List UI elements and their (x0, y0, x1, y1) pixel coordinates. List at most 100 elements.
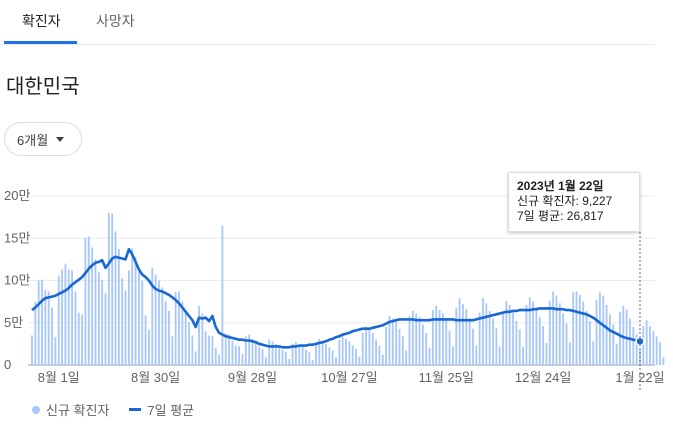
bar (415, 313, 418, 365)
bar (385, 326, 388, 365)
bar (418, 316, 421, 365)
bar (41, 279, 43, 365)
bar (355, 348, 357, 365)
bar (492, 318, 494, 365)
bar (448, 330, 451, 365)
bar (398, 328, 401, 365)
bar (388, 315, 391, 365)
bar (137, 272, 140, 365)
bar (291, 343, 294, 365)
bar (228, 334, 231, 365)
bar (168, 310, 170, 365)
bar (144, 315, 147, 365)
chart-legend: 신규 확진자 7일 평균 (32, 400, 194, 419)
chart-tooltip: 2023년 1월 22일 신규 확진자: 9,227 7일 평균: 26,817 (508, 172, 640, 232)
bar (194, 351, 197, 365)
bar (117, 249, 120, 365)
bar (595, 299, 598, 365)
bar (294, 342, 297, 365)
bar (425, 332, 428, 365)
x-tick-label: 8월 30일 (131, 370, 180, 385)
bar (248, 334, 251, 365)
bar (271, 341, 274, 365)
bar (254, 342, 257, 365)
bar (435, 305, 438, 365)
bar (321, 342, 324, 365)
bar (505, 300, 508, 365)
bar (345, 338, 347, 365)
bar (378, 345, 381, 365)
bar (472, 328, 474, 365)
bar (558, 303, 561, 365)
bar (244, 336, 247, 365)
bar (328, 347, 331, 365)
bar (588, 321, 591, 365)
bar (315, 343, 317, 365)
bar (61, 269, 63, 365)
axis-layer: 0 5만 10만 15만 20만 8월 1일 8월 30일 9월 28일 10월 27일 11월 … (4, 188, 665, 390)
bar (348, 341, 351, 365)
bar (649, 326, 651, 365)
chevron-down-icon (56, 137, 65, 142)
bar (171, 336, 174, 365)
bar (298, 344, 301, 365)
bar (57, 275, 60, 365)
bar (211, 336, 214, 365)
range-dropdown-value: 6개월 (17, 132, 49, 148)
bar (154, 274, 157, 365)
bar (141, 280, 144, 365)
bar (548, 300, 551, 365)
bar (47, 291, 50, 365)
bar (198, 305, 200, 365)
bar (652, 331, 655, 365)
bar (622, 305, 625, 365)
bar (71, 270, 74, 365)
bar (218, 354, 220, 365)
bar (629, 318, 631, 365)
bar (401, 336, 404, 365)
bar (164, 301, 167, 365)
bar (655, 336, 658, 365)
bar (107, 212, 110, 365)
bar (174, 292, 177, 365)
bar (475, 345, 478, 365)
bar (445, 321, 448, 365)
bar (512, 312, 514, 365)
bar (495, 327, 498, 365)
bar (124, 290, 127, 365)
bar (452, 346, 454, 365)
bar (538, 316, 541, 365)
bar (421, 324, 424, 365)
bar (545, 343, 548, 365)
bar (428, 348, 431, 365)
y-tick-label: 10만 (4, 273, 30, 288)
tab-deaths[interactable]: 사망자 (96, 13, 135, 29)
bar (438, 310, 441, 365)
bar (371, 332, 374, 365)
bar (238, 346, 241, 365)
bar (281, 349, 284, 365)
bar (411, 310, 414, 365)
bar (184, 310, 187, 365)
bar (127, 270, 130, 365)
bar (64, 263, 67, 365)
bar (381, 354, 384, 365)
bar (84, 238, 87, 365)
bar (51, 307, 53, 365)
bar (605, 305, 608, 365)
x-tick-label: 9월 28일 (228, 370, 277, 385)
bar (408, 315, 411, 365)
bar (562, 313, 565, 365)
bar (535, 308, 538, 365)
bar (368, 329, 371, 365)
range-dropdown[interactable]: 6개월 (4, 122, 82, 156)
tab-cases[interactable]: 확진자 (22, 13, 61, 29)
bar (361, 332, 364, 365)
bar (268, 339, 271, 365)
x-tick-label: 12월 24일 (515, 370, 571, 385)
bar (318, 338, 321, 365)
bar (241, 354, 244, 365)
bar (532, 301, 535, 365)
bar (311, 359, 314, 365)
bar (351, 345, 354, 365)
